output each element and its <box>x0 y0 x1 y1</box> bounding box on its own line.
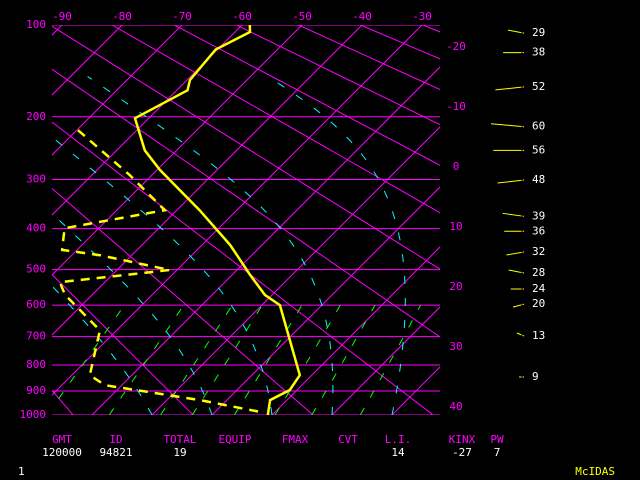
index-label: CVT <box>338 433 358 446</box>
dry-adiabat <box>52 273 194 415</box>
isotherm <box>211 186 440 415</box>
wind-speed-label: 36 <box>532 224 545 237</box>
wind-barb <box>516 332 525 337</box>
y-tick-label: 100 <box>26 18 46 31</box>
dry-adiabat <box>52 187 314 415</box>
x-tick-label: -70 <box>172 10 192 23</box>
wind-barb <box>490 123 525 128</box>
x-tick-label: -40 <box>352 10 372 23</box>
wind-speed-label: 28 <box>532 266 545 279</box>
y-tick-label: 1000 <box>20 408 47 421</box>
temperature-profile <box>133 24 302 416</box>
index-value: 14 <box>391 446 405 459</box>
wind-barb <box>506 251 525 256</box>
isotherm <box>52 25 423 396</box>
x-tick-label: -90 <box>52 10 72 23</box>
dry-adiabat <box>111 25 440 214</box>
index-label: PW <box>490 433 504 446</box>
x-tick-label: -30 <box>412 10 432 23</box>
isotherm-label: 0 <box>453 160 460 173</box>
moist-adiabat <box>267 76 406 415</box>
wind-speed-label: 38 <box>532 46 545 59</box>
wind-speed-label: 29 <box>532 26 545 39</box>
diagram-grid <box>52 25 440 415</box>
wind-speed-label: 39 <box>532 209 545 222</box>
isotherm <box>52 25 123 96</box>
y-tick-label: 200 <box>26 110 46 123</box>
index-label: KINX <box>449 433 476 446</box>
wind-speed-label: 13 <box>532 329 545 342</box>
isotherm-label: -20 <box>446 40 466 53</box>
page-number: 1 <box>18 465 25 478</box>
mixing-ratio-line <box>359 304 422 415</box>
index-value: 120000 <box>42 446 82 459</box>
x-tick-label: -50 <box>292 10 312 23</box>
wind-barb <box>507 29 525 34</box>
wind-speed-label: 56 <box>532 143 545 156</box>
isotherm-label: -10 <box>446 100 466 113</box>
y-tick-label: 300 <box>26 172 46 185</box>
y-tick-label: 800 <box>26 358 46 371</box>
y-tick-label: 500 <box>26 263 46 276</box>
index-label: EQUIP <box>218 433 251 446</box>
mixing-ratio-line <box>311 304 376 415</box>
isotherm <box>151 126 440 415</box>
index-value: 7 <box>494 446 501 459</box>
isotherm <box>271 246 440 415</box>
wind-speed-label: 20 <box>532 297 545 310</box>
x-tick-label: -60 <box>232 10 252 23</box>
isotherm-label: 10 <box>449 220 462 233</box>
brand: McIDAS <box>575 465 615 478</box>
wind-speed-label: 52 <box>532 80 545 93</box>
index-value: 19 <box>173 446 186 459</box>
dewpoint-profile <box>58 129 262 414</box>
isotherm-label: 40 <box>449 400 462 413</box>
wind-speed-label: 9 <box>532 370 539 383</box>
mixing-ratio-line <box>233 304 303 415</box>
mixing-ratio-line <box>52 304 125 409</box>
isotherm-label: 30 <box>449 340 462 353</box>
wind-barb <box>502 212 525 217</box>
mixing-ratio-line <box>108 304 185 415</box>
dry-adiabat <box>173 25 440 166</box>
isotherm <box>52 25 183 156</box>
index-label: TOTAL <box>163 433 196 446</box>
mixing-ratio-line <box>274 304 341 415</box>
isotherm <box>52 25 243 216</box>
dry-adiabat <box>52 389 74 415</box>
isotherm <box>331 306 440 415</box>
index-label: GMT <box>52 433 72 446</box>
index-value: -27 <box>452 446 472 459</box>
x-tick-label: -80 <box>112 10 132 23</box>
dry-adiabat <box>52 68 440 338</box>
dry-adiabat <box>52 25 440 270</box>
index-label: ID <box>109 433 122 446</box>
index-label: FMAX <box>282 433 309 446</box>
y-tick-label: 700 <box>26 330 46 343</box>
y-tick-label: 400 <box>26 222 46 235</box>
index-value: 94821 <box>99 446 132 459</box>
y-tick-label: 900 <box>26 384 46 397</box>
isotherm <box>91 66 440 415</box>
y-tick-label: 600 <box>26 298 46 311</box>
diagram-marks <box>58 24 525 416</box>
wind-speed-label: 60 <box>532 120 545 133</box>
wind-speed-label: 32 <box>532 245 545 258</box>
dry-adiabat <box>52 121 434 415</box>
isotherm-label: 20 <box>449 280 462 293</box>
wind-speed-label: 48 <box>532 173 545 186</box>
wind-barb <box>508 269 525 274</box>
wind-barb <box>495 86 525 91</box>
index-label: L.I. <box>385 433 412 446</box>
wind-speed-label: 24 <box>532 282 546 295</box>
mixing-ratio-line <box>160 304 233 415</box>
mixing-ratio-line <box>191 304 263 415</box>
wind-barb <box>497 179 525 184</box>
